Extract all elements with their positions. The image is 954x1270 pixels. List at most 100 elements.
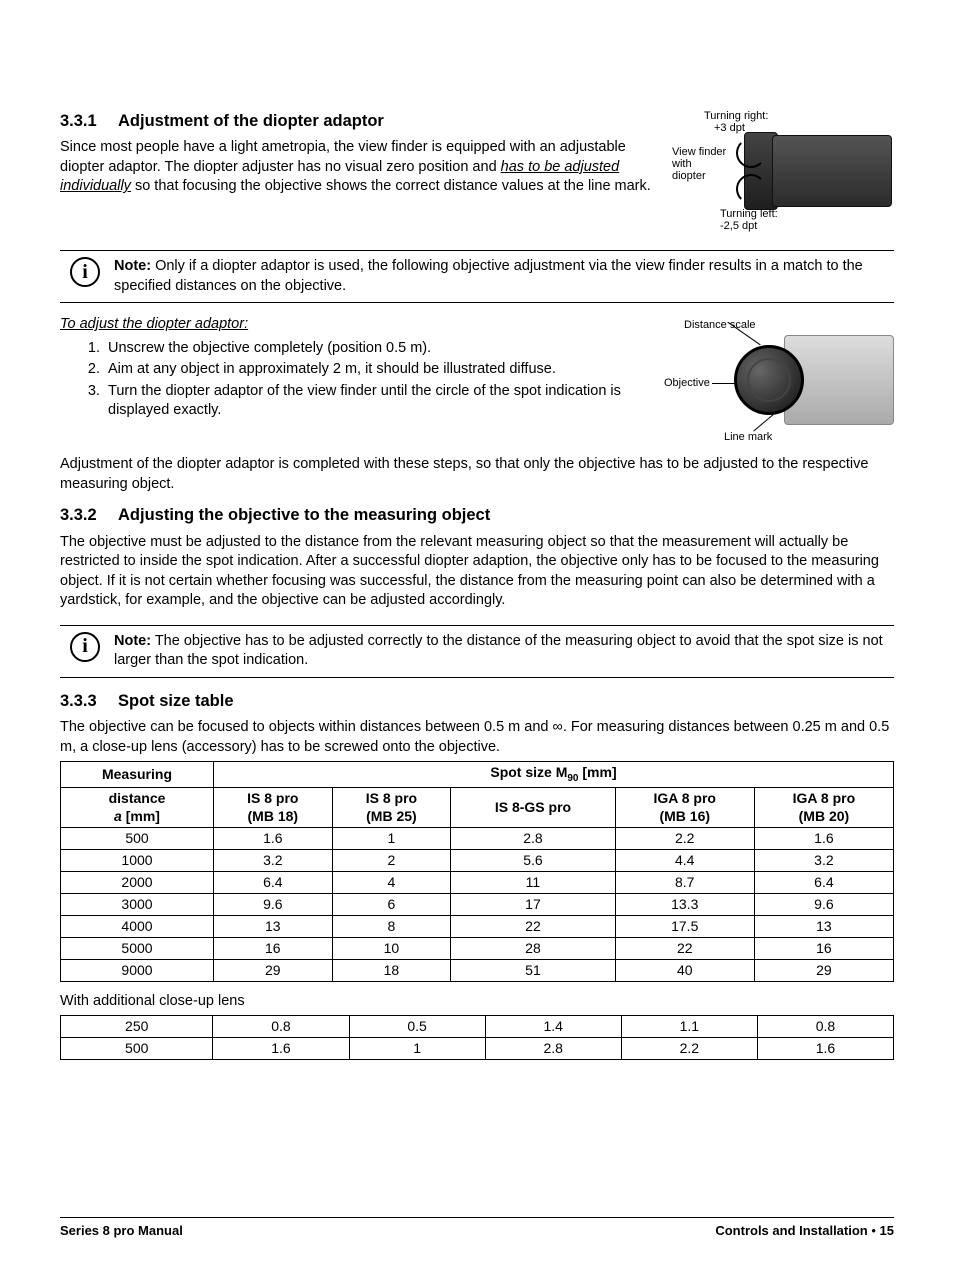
- table-cell: 2: [332, 850, 451, 872]
- table-cell: 1.6: [754, 828, 893, 850]
- table-cell: 5000: [61, 937, 214, 959]
- t: with: [672, 158, 692, 170]
- table-cell: 6: [332, 894, 451, 916]
- t: +3 dpt: [714, 122, 745, 134]
- table-row: 50001610282216: [61, 937, 894, 959]
- sec-title: Adjusting the objective to the measuring…: [118, 506, 490, 524]
- footer-left: Series 8 pro Manual: [60, 1222, 183, 1240]
- table-body: 5001.612.82.21.610003.225.64.43.220006.4…: [61, 828, 894, 981]
- note-text: Note: The objective has to be adjusted c…: [114, 632, 894, 671]
- table-cell: 13: [754, 915, 893, 937]
- closeup-label: With additional close-up lens: [60, 992, 894, 1012]
- table-row: 10003.225.64.43.2: [61, 850, 894, 872]
- step-3: Turn the diopter adaptor of the view fin…: [104, 382, 654, 421]
- table-cell: 17: [451, 894, 615, 916]
- t: Series 8 pro Manual: [60, 1223, 183, 1238]
- step-2: Aim at any object in approximately 2 m, …: [104, 360, 654, 380]
- table-cell: 10: [332, 937, 451, 959]
- table-cell: 9000: [61, 959, 214, 981]
- t: Controls and Installation: [715, 1223, 867, 1238]
- table-cell: 0.8: [757, 1016, 893, 1038]
- t: IGA 8 pro: [653, 790, 716, 806]
- lens-icon: [734, 345, 804, 415]
- note-2: i Note: The objective has to be adjusted…: [60, 625, 894, 678]
- table-cell: 250: [61, 1016, 213, 1038]
- arc-icon: [736, 174, 766, 204]
- sec-num: 3.3.2: [60, 504, 118, 526]
- table-cell: 8.7: [615, 872, 754, 894]
- table-cell: 22: [615, 937, 754, 959]
- t: Turning left:: [720, 208, 778, 220]
- table-cell: 4.4: [615, 850, 754, 872]
- table-row: 5001.612.82.21.6: [61, 828, 894, 850]
- adjust-heading: To adjust the diopter adaptor:: [60, 315, 654, 335]
- note-bold: Note:: [114, 258, 151, 274]
- heading-332: 3.3.2Adjusting the objective to the meas…: [60, 504, 894, 526]
- figure-diopter: Turning right: +3 dpt View finder with d…: [674, 110, 894, 240]
- table-cell: 1.6: [757, 1038, 893, 1060]
- table-cell: 500: [61, 1038, 213, 1060]
- fig-label: View finder with diopter: [672, 146, 726, 182]
- table-cell: 4: [332, 872, 451, 894]
- t: -2,5 dpt: [720, 220, 757, 232]
- table-cell: 500: [61, 828, 214, 850]
- heading-333: 3.3.3Spot size table: [60, 690, 894, 712]
- t: (MB 16): [659, 808, 710, 824]
- t: distance: [109, 790, 166, 806]
- figure-objective: Distance scale Objective Line mark: [664, 315, 894, 455]
- th-c3: IS 8-GS pro: [451, 787, 615, 828]
- table-cell: 22: [451, 915, 615, 937]
- spot-size-table-closeup: 2500.80.51.41.10.85001.612.82.21.6: [60, 1015, 894, 1060]
- table-row: 5001.612.82.21.6: [61, 1038, 894, 1060]
- t: Spot size M: [490, 764, 567, 780]
- table-cell: 29: [754, 959, 893, 981]
- th-c1: IS 8 pro (MB 18): [214, 787, 333, 828]
- table-cell: 11: [451, 872, 615, 894]
- t: (MB 18): [248, 808, 299, 824]
- th-c5: IGA 8 pro(MB 20): [754, 787, 893, 828]
- para-333: The objective can be focused to objects …: [60, 718, 894, 757]
- th-c2: IS 8 pro(MB 25): [332, 787, 451, 828]
- sec-title: Spot size table: [118, 692, 234, 710]
- t: [mm]: [122, 808, 160, 824]
- t: IS 8 pro: [366, 790, 417, 806]
- t: [mm]: [579, 764, 617, 780]
- table-cell: 9.6: [214, 894, 333, 916]
- fig-label: Distance scale: [684, 319, 756, 331]
- table-cell: 1.4: [485, 1016, 621, 1038]
- table-row: 90002918514029: [61, 959, 894, 981]
- para-332: The objective must be adjusted to the di…: [60, 533, 894, 611]
- table-cell: 3000: [61, 894, 214, 916]
- note-text: Note: Only if a diopter adaptor is used,…: [114, 257, 894, 296]
- t: Turning right:: [704, 110, 768, 122]
- table-cell: 2.8: [485, 1038, 621, 1060]
- t: IS 8 pro: [247, 790, 298, 806]
- table-cell: 1000: [61, 850, 214, 872]
- t: To adjust the diopter adaptor:: [60, 316, 248, 332]
- table-row: 30009.661713.39.6: [61, 894, 894, 916]
- table-row: 40001382217.513: [61, 915, 894, 937]
- arc-icon: [736, 138, 766, 168]
- heading-331: 3.3.1Adjustment of the diopter adaptor: [60, 110, 664, 132]
- table-cell: 29: [214, 959, 333, 981]
- footer-right: Controls and Installation • 15: [715, 1222, 894, 1240]
- t: a: [114, 808, 122, 824]
- para-331: Since most people have a light ametropia…: [60, 138, 664, 197]
- table-cell: 13: [214, 915, 333, 937]
- t: The objective has to be adjusted correct…: [114, 633, 883, 669]
- steps-list: Unscrew the objective completely (positi…: [104, 339, 654, 421]
- fig-label: Turning right: +3 dpt: [704, 110, 768, 134]
- table-cell: 6.4: [214, 872, 333, 894]
- cam-body: [772, 135, 892, 207]
- fig-label: Turning left: -2,5 dpt: [720, 208, 778, 232]
- table-cell: 1: [349, 1038, 485, 1060]
- fig-label: Line mark: [724, 431, 772, 443]
- table-cell: 0.5: [349, 1016, 485, 1038]
- th-spotsize: Spot size M90 [mm]: [214, 762, 894, 787]
- note-1: i Note: Only if a diopter adaptor is use…: [60, 250, 894, 303]
- table-cell: 18: [332, 959, 451, 981]
- table-cell: 40: [615, 959, 754, 981]
- info-icon: i: [70, 632, 100, 662]
- sec-num: 3.3.1: [60, 110, 118, 132]
- page-number: 15: [880, 1223, 894, 1238]
